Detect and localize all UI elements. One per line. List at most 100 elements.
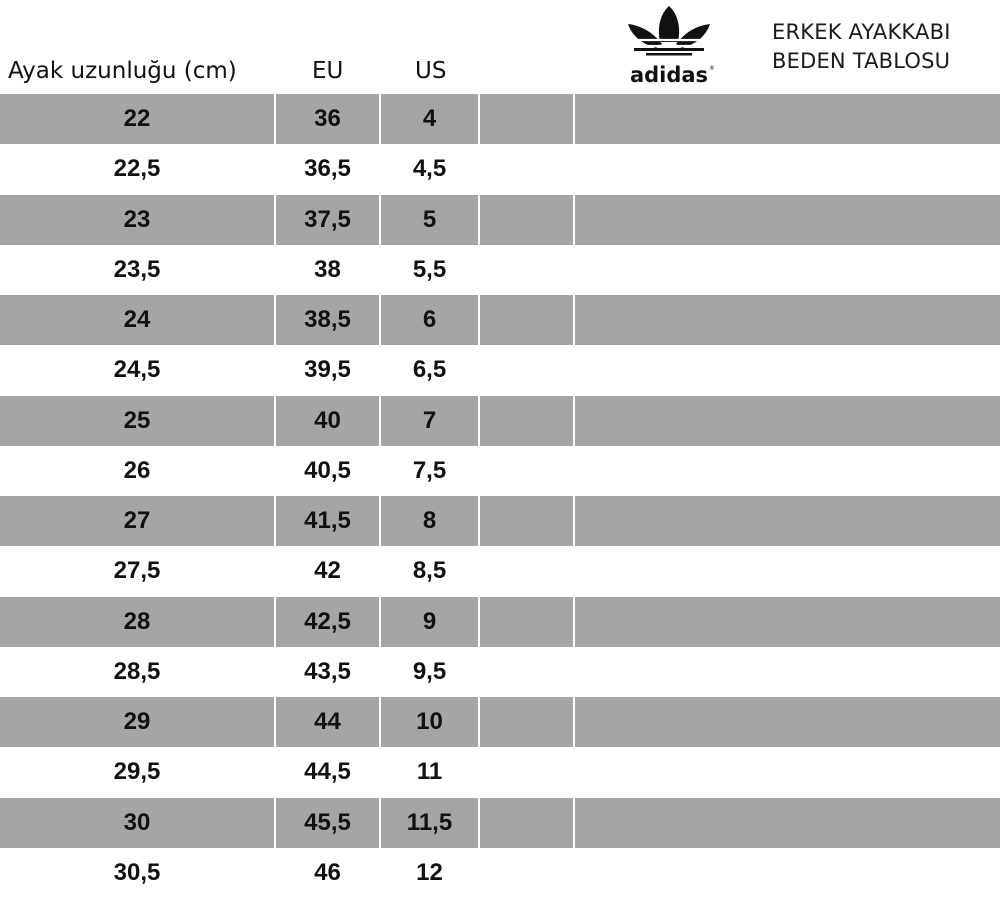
cell-empty — [480, 295, 573, 346]
brand-wordmark: adidas — [630, 63, 708, 87]
table-row: 30 45,5 11,5 — [0, 797, 1000, 848]
cell-empty-wide — [575, 546, 1000, 596]
cell-empty-wide — [575, 697, 1000, 748]
table-row: 30,5 46 12 — [0, 848, 1000, 898]
table-row: 22,5 36,5 4,5 — [0, 144, 1000, 194]
cell-us: 4 — [381, 94, 478, 145]
cell-empty — [480, 446, 573, 496]
cell-eu: 42,5 — [276, 596, 379, 647]
table-row: 27,5 42 8,5 — [0, 546, 1000, 596]
cell-foot-length: 30,5 — [113, 858, 161, 886]
cell-empty — [480, 546, 573, 596]
table-row: 29 44 10 — [0, 697, 1000, 748]
cell-eu: 41,5 — [276, 496, 379, 547]
adidas-trefoil-logo: adidas ® — [626, 6, 714, 87]
cell-foot-length: 29,5 — [113, 758, 161, 786]
cell-foot-length: 29 — [0, 697, 274, 748]
cell-eu: 45,5 — [276, 797, 379, 848]
table-row: 23,5 38 5,5 — [0, 245, 1000, 295]
cell-us: 10 — [381, 697, 478, 748]
cell-foot-length: 30 — [0, 797, 274, 848]
cell-empty-wide — [575, 94, 1000, 145]
cell-empty-wide — [575, 496, 1000, 547]
cell-foot-length: 22 — [0, 94, 274, 145]
cell-eu: 38 — [314, 255, 341, 283]
table-row: 24 38,5 6 — [0, 295, 1000, 346]
cell-foot-length: 27,5 — [113, 557, 161, 585]
cell-empty — [480, 747, 573, 797]
cell-foot-length: 24,5 — [113, 356, 161, 384]
cell-eu: 39,5 — [304, 356, 351, 384]
cell-empty — [480, 395, 573, 446]
table-row: 26 40,5 7,5 — [0, 446, 1000, 496]
cell-eu: 43,5 — [304, 657, 351, 685]
table-row: 29,5 44,5 11 — [0, 747, 1000, 797]
cell-us: 12 — [416, 858, 443, 886]
cell-empty — [480, 194, 573, 245]
cell-eu: 44,5 — [304, 758, 351, 786]
table-row: 27 41,5 8 — [0, 496, 1000, 547]
title-line-1: ERKEK AYAKKABI — [772, 20, 951, 44]
cell-empty-wide — [575, 647, 1000, 697]
cell-empty — [480, 144, 573, 194]
cell-us: 9 — [381, 596, 478, 647]
cell-empty-wide — [575, 395, 1000, 446]
cell-empty-wide — [575, 596, 1000, 647]
cell-foot-length: 28,5 — [113, 657, 161, 685]
size-table: 22 36 4 22,5 36,5 4,5 23 37,5 5 23,5 38 5,5 24 38,5 6 2… — [0, 94, 1000, 898]
registered-mark: ® — [709, 65, 714, 72]
cell-us: 8,5 — [412, 557, 447, 585]
cell-eu: 36 — [276, 94, 379, 145]
cell-empty-wide — [575, 797, 1000, 848]
cell-us: 11 — [416, 758, 443, 786]
cell-empty-wide — [575, 747, 1000, 797]
cell-foot-length: 28 — [0, 596, 274, 647]
cell-foot-length: 23 — [0, 194, 274, 245]
cell-us: 5,5 — [412, 255, 447, 283]
header-eu: EU — [312, 58, 344, 84]
cell-foot-length: 22,5 — [113, 155, 161, 183]
cell-us: 11,5 — [381, 797, 478, 848]
cell-empty-wide — [575, 848, 1000, 898]
cell-us: 8 — [381, 496, 478, 547]
cell-empty-wide — [575, 245, 1000, 295]
title-line-2: BEDEN TABLOSU — [772, 49, 951, 73]
cell-us: 4,5 — [412, 155, 447, 183]
cell-us: 9,5 — [412, 657, 447, 685]
cell-us: 6,5 — [412, 356, 447, 384]
header-us: US — [415, 58, 447, 84]
table-row: 22 36 4 — [0, 94, 1000, 145]
cell-empty-wide — [575, 295, 1000, 346]
cell-foot-length: 26 — [123, 456, 151, 484]
cell-us: 6 — [381, 295, 478, 346]
cell-empty — [480, 697, 573, 748]
cell-empty-wide — [575, 446, 1000, 496]
table-row: 24,5 39,5 6,5 — [0, 345, 1000, 395]
cell-empty-wide — [575, 345, 1000, 395]
table-row: 28,5 43,5 9,5 — [0, 647, 1000, 697]
page-title: ERKEK AYAKKABI BEDEN TABLOSU — [772, 18, 951, 76]
cell-empty — [480, 848, 573, 898]
cell-us: 7 — [381, 395, 478, 446]
cell-foot-length: 25 — [0, 395, 274, 446]
cell-eu: 40 — [276, 395, 379, 446]
cell-empty — [480, 596, 573, 647]
cell-us: 7,5 — [412, 456, 447, 484]
cell-us: 5 — [381, 194, 478, 245]
cell-foot-length: 24 — [0, 295, 274, 346]
cell-empty — [480, 797, 573, 848]
cell-empty — [480, 345, 573, 395]
cell-empty — [480, 245, 573, 295]
cell-foot-length: 27 — [0, 496, 274, 547]
header-foot-length: Ayak uzunluğu (cm) — [8, 58, 237, 84]
cell-eu: 46 — [314, 858, 341, 886]
cell-empty-wide — [575, 194, 1000, 245]
cell-foot-length: 23,5 — [113, 255, 161, 283]
cell-eu: 42 — [314, 557, 341, 585]
cell-eu: 37,5 — [276, 194, 379, 245]
cell-empty — [480, 647, 573, 697]
cell-empty — [480, 496, 573, 547]
cell-eu: 40,5 — [304, 456, 351, 484]
cell-eu: 36,5 — [304, 155, 351, 183]
table-row: 28 42,5 9 — [0, 596, 1000, 647]
